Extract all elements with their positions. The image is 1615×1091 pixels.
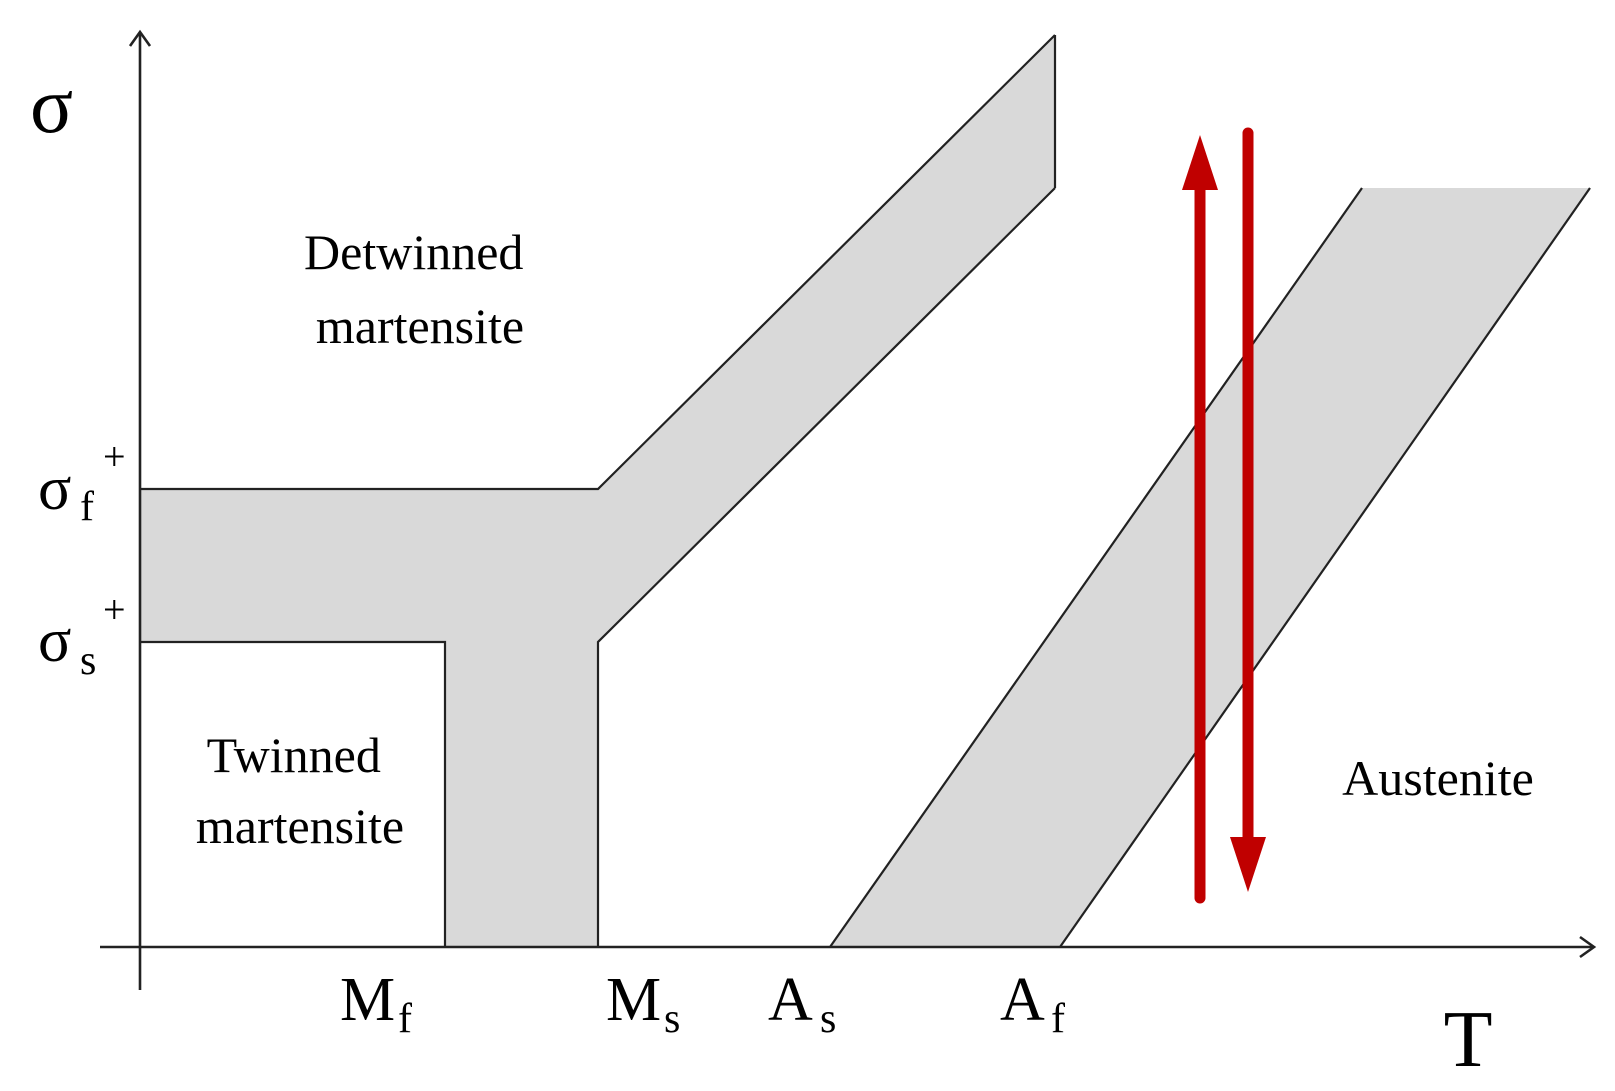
austenite-band-fill (830, 188, 1590, 947)
af-boundary-line (1059, 187, 1591, 948)
mf-label: M f (340, 966, 412, 1042)
austenite-label: Austenite (1342, 750, 1534, 806)
twinned-line-2: martensite (196, 798, 404, 854)
y-axis-arrowhead (128, 29, 152, 47)
y-axis-title: σ (30, 62, 73, 150)
as-boundary-line (829, 187, 1363, 948)
sigma-s-boundary-line (140, 640, 447, 947)
loading-arrow-head (1182, 135, 1218, 190)
ms-boundary-line (596, 187, 1056, 947)
ms-label: M s (606, 966, 680, 1042)
as-label: A s (768, 966, 836, 1042)
sigma-f-boundary-line (140, 34, 1056, 491)
twinned-martensite-label: Twinned martensite (196, 727, 404, 854)
martensite-transformation-band (140, 34, 1057, 947)
sigma-s-plus-label: σ s + (38, 587, 126, 684)
axes (100, 29, 1597, 990)
x-axis-title: T (1444, 996, 1493, 1084)
austenite-transformation-band (829, 187, 1591, 948)
load-path-arrows (1182, 127, 1266, 904)
af-label: A f (1000, 966, 1065, 1042)
sigma-f-plus-label: σ f + (38, 434, 126, 530)
detwinned-martensite-label: Detwinned martensite (304, 224, 536, 354)
twinned-line-1: Twinned (207, 727, 381, 783)
x-axis-arrowhead (1579, 935, 1597, 959)
detwinned-line-2: martensite (316, 298, 524, 354)
unloading-arrow-head (1230, 837, 1266, 892)
detwinned-line-1: Detwinned (304, 224, 523, 280)
